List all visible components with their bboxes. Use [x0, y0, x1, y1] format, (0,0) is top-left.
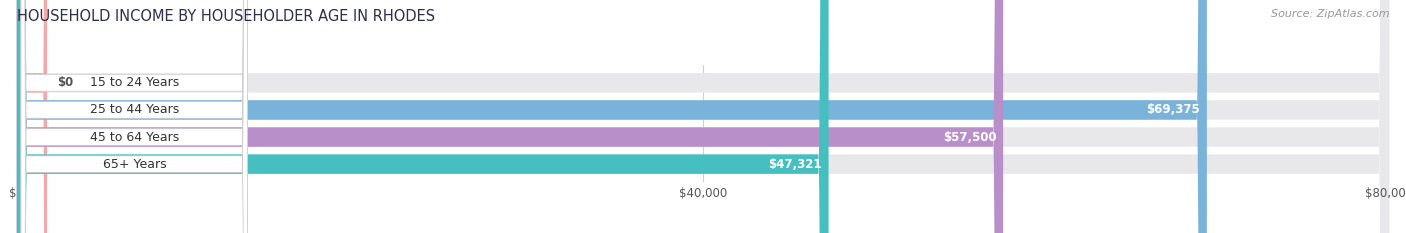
Text: Source: ZipAtlas.com: Source: ZipAtlas.com: [1271, 9, 1389, 19]
FancyBboxPatch shape: [21, 0, 247, 233]
FancyBboxPatch shape: [17, 0, 1389, 233]
FancyBboxPatch shape: [17, 0, 1004, 233]
FancyBboxPatch shape: [17, 0, 1389, 233]
FancyBboxPatch shape: [17, 0, 828, 233]
Text: 25 to 44 Years: 25 to 44 Years: [90, 103, 180, 116]
Text: $57,500: $57,500: [942, 130, 997, 144]
FancyBboxPatch shape: [17, 0, 1389, 233]
Text: $47,321: $47,321: [768, 158, 821, 171]
FancyBboxPatch shape: [21, 0, 247, 233]
Text: $0: $0: [56, 76, 73, 89]
FancyBboxPatch shape: [17, 0, 1389, 233]
Text: $69,375: $69,375: [1146, 103, 1199, 116]
Text: HOUSEHOLD INCOME BY HOUSEHOLDER AGE IN RHODES: HOUSEHOLD INCOME BY HOUSEHOLDER AGE IN R…: [17, 9, 434, 24]
Text: 15 to 24 Years: 15 to 24 Years: [90, 76, 180, 89]
Text: 65+ Years: 65+ Years: [103, 158, 167, 171]
FancyBboxPatch shape: [17, 0, 46, 233]
FancyBboxPatch shape: [21, 0, 247, 233]
Text: 45 to 64 Years: 45 to 64 Years: [90, 130, 180, 144]
FancyBboxPatch shape: [21, 0, 247, 233]
FancyBboxPatch shape: [17, 0, 1206, 233]
